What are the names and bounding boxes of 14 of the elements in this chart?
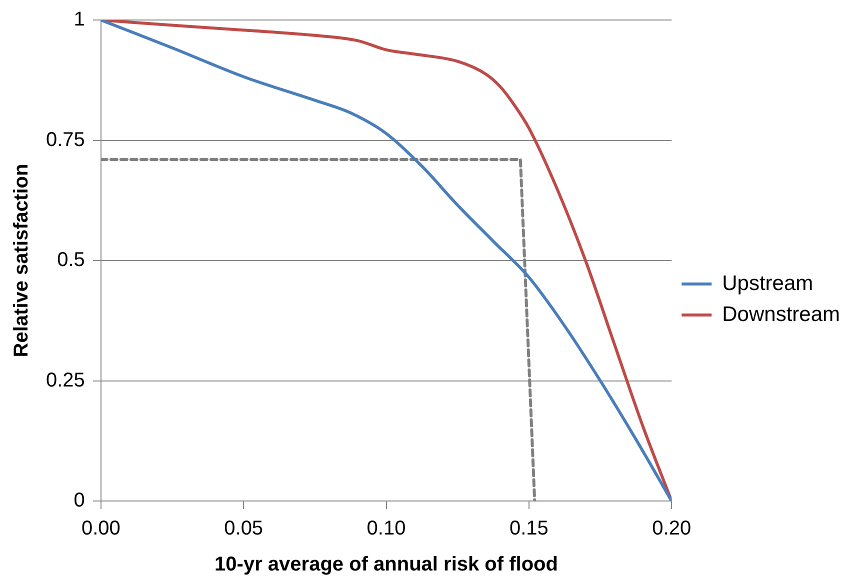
y-axis-title: Relative satisfaction bbox=[10, 164, 33, 358]
x-tick-label: 0.20 bbox=[652, 518, 692, 540]
x-tick-label: 0.00 bbox=[81, 518, 120, 540]
y-tick-label: 0.75 bbox=[46, 128, 85, 151]
legend-label: Downstream bbox=[722, 302, 840, 326]
y-tick-label: 0.5 bbox=[57, 249, 85, 272]
legend-label: Upstream bbox=[722, 272, 814, 295]
x-tick-label: 0.15 bbox=[509, 518, 548, 540]
x-tick-label: 0.10 bbox=[366, 518, 406, 540]
y-tick-label: 0 bbox=[74, 490, 85, 512]
x-axis-title: 10-yr average of annual risk of flood bbox=[214, 554, 558, 576]
y-tick-label: 0.25 bbox=[46, 369, 85, 392]
y-tick-label: 1 bbox=[74, 8, 85, 31]
x-tick-label: 0.05 bbox=[224, 518, 264, 540]
